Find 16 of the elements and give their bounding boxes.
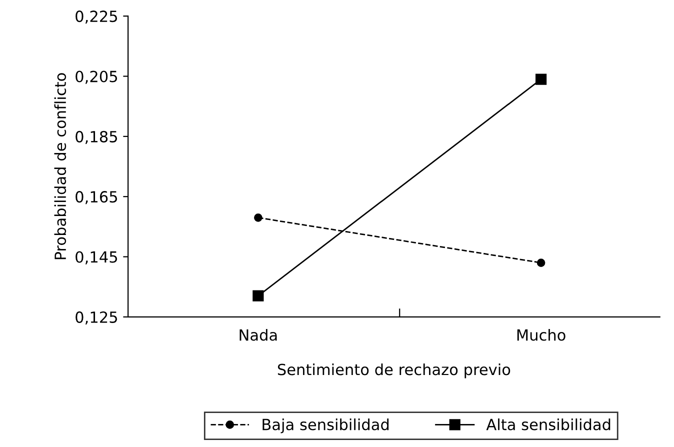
point (252, 290, 264, 302)
y-tick-label: 0,125 (76, 311, 118, 325)
y-tick-label: 0,225 (76, 10, 118, 24)
point (535, 74, 547, 85)
legend-label: Baja sensibilidad (262, 418, 389, 434)
y-axis-title: Probabilidad de conflicto (54, 73, 66, 260)
point (536, 258, 546, 267)
x-axis-title: Sentimiento de rechazo previo (278, 363, 510, 378)
legend-label: Alta sensibilidad (486, 418, 610, 430)
y-tick-label: 0,205 (76, 70, 118, 84)
y-tick-label: 0,165 (76, 191, 118, 204)
y-tick-label: 0,145 (76, 251, 118, 264)
x-tick-label: Nada (240, 328, 277, 341)
point (254, 213, 262, 222)
y-tick-label: 0,185 (76, 130, 118, 144)
x-tick-label: Mucho (517, 328, 566, 341)
